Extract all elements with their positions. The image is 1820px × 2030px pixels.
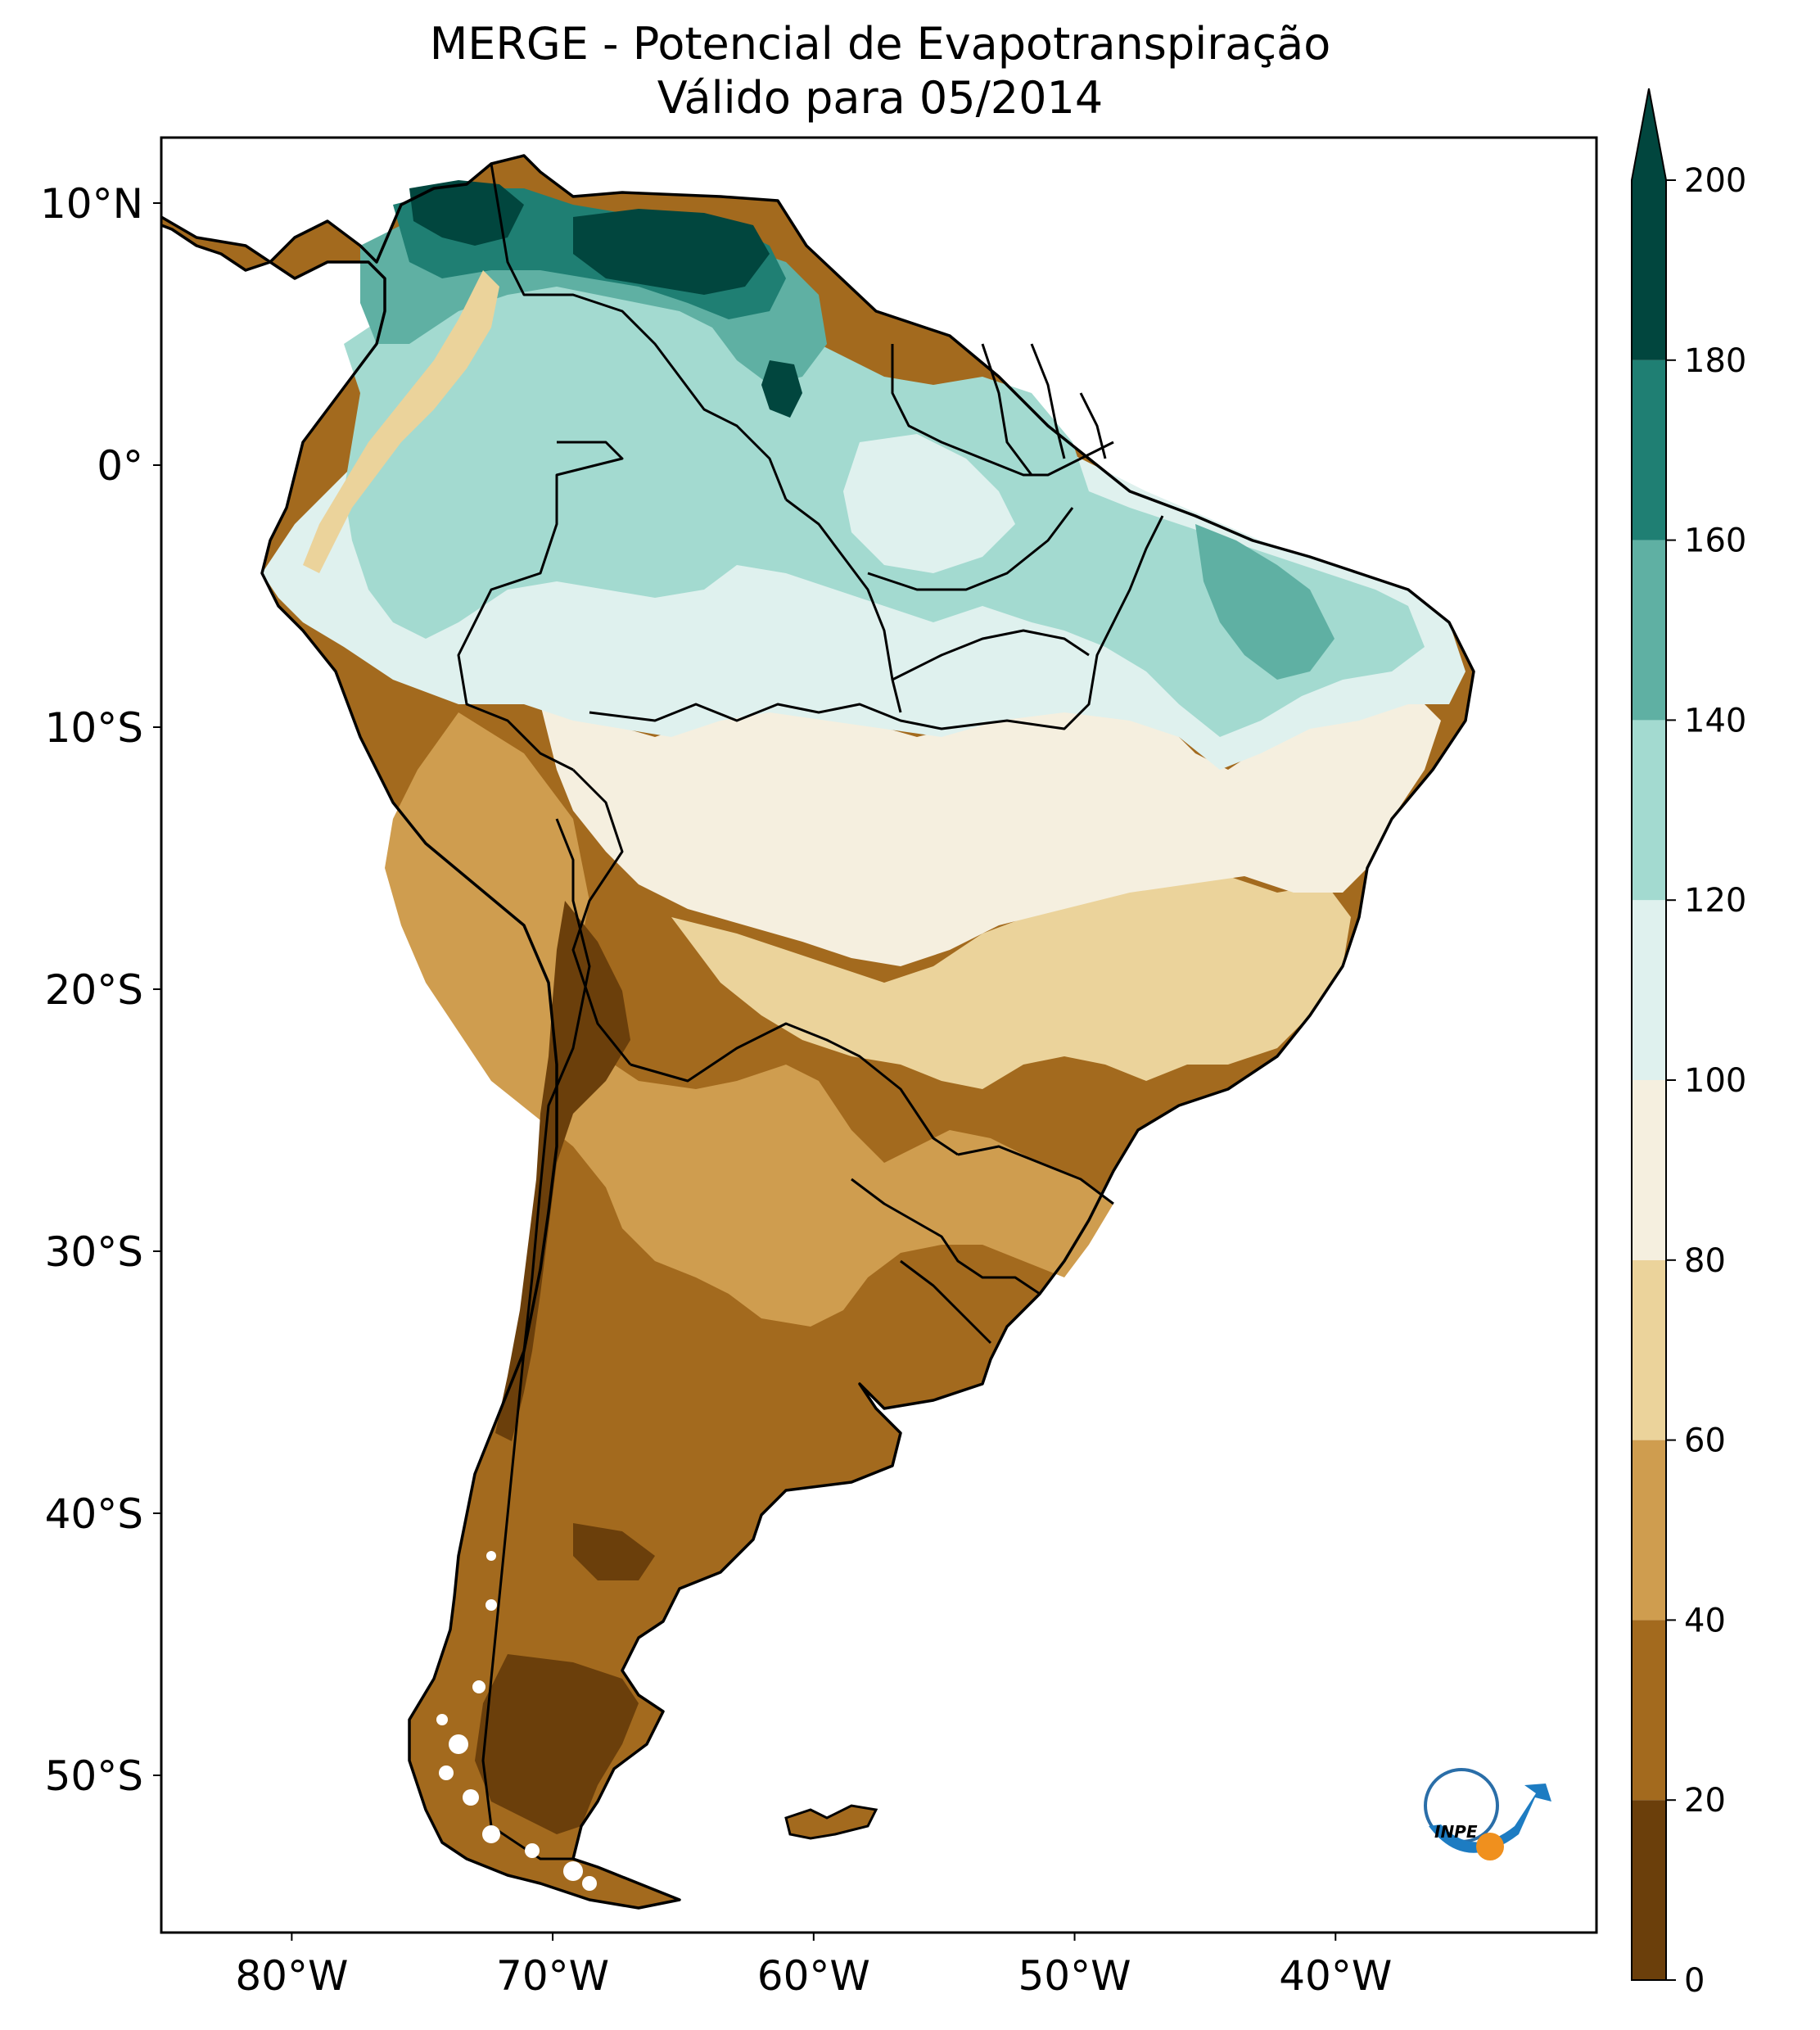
colorbar-tick-label: 20 [1684, 1782, 1726, 1820]
country-borders [457, 163, 1164, 1860]
inpe-logo: INPE [1424, 1768, 1551, 1860]
map-content [161, 154, 1475, 1910]
colorbar-segment [1632, 900, 1666, 1080]
latitude-labels: 10°N 0° 10°S 20°S 30°S 40°S 50°S [40, 180, 161, 1800]
colorbar-segment [1632, 720, 1666, 901]
inpe-logo-text: INPE [1434, 1822, 1478, 1842]
lat-tick-label: 20°S [45, 966, 143, 1014]
colorbar-segment [1632, 1080, 1666, 1260]
colorbar-tick-label: 100 [1684, 1062, 1746, 1100]
contour-band-60-80 [671, 876, 1351, 1089]
colorbar-tick-label: 200 [1684, 162, 1746, 200]
colorbar-tick-label: 120 [1684, 882, 1746, 920]
lon-tick-label: 70°W [496, 1952, 609, 2000]
colorbar-segment [1632, 359, 1666, 540]
lon-tick-label: 60°W [757, 1952, 870, 2000]
map-subtitle: Válido para 05/2014 [657, 72, 1104, 124]
map-frame [160, 136, 1598, 1934]
colorbar-segment [1632, 540, 1666, 721]
lon-tick-label: 80°W [235, 1952, 348, 2000]
andes-dry-streak [303, 270, 499, 573]
coastline [161, 154, 1475, 1910]
colorbar-tick-label: 160 [1684, 522, 1746, 560]
falkland-islands [784, 1804, 878, 1840]
colorbar-tick-label: 0 [1684, 1962, 1705, 2000]
patagonia-dark [475, 1654, 639, 1834]
lat-tick-label: 50°S [45, 1752, 143, 1800]
colorbar-tick-label: 140 [1684, 702, 1746, 739]
no-data-patches [436, 1551, 597, 1891]
colorbar-segment [1632, 1800, 1666, 1980]
lon-tick-label: 50°W [1018, 1952, 1131, 2000]
colorbar-tick-label: 40 [1684, 1602, 1726, 1639]
contour-band-40-60 [385, 712, 1113, 1327]
lat-tick-label: 30°S [45, 1228, 143, 1276]
lat-tick-label: 0° [97, 442, 143, 490]
lon-tick-label: 40°W [1279, 1952, 1392, 2000]
colorbar-tick-label: 80 [1684, 1242, 1726, 1280]
map-title: MERGE - Potencial de Evapotranspiração [429, 18, 1331, 70]
colorbar-tick-label: 60 [1684, 1422, 1726, 1460]
colorbar-extend-arrow [1632, 88, 1666, 180]
colorbar-tick-label: 180 [1684, 342, 1746, 380]
colorbar-segment [1632, 1259, 1666, 1440]
colorbar-segment [1632, 180, 1666, 360]
lat-tick-label: 40°S [45, 1490, 143, 1538]
contour-band-140-160-east [1195, 524, 1335, 680]
contour-band-inner-100-120 [843, 434, 1015, 573]
colorbar: 0 20 40 60 80 100 120 140 160 180 200 [1631, 88, 1746, 2000]
colorbar-outline [1631, 88, 1667, 1981]
contour-band-180-200 [409, 180, 524, 246]
contour-band-180-200-c [761, 360, 802, 418]
contour-band-180-200-b [573, 209, 770, 295]
lat-tick-label: 10°S [45, 704, 143, 752]
longitude-labels: 80°W 70°W 60°W 50°W 40°W [235, 1933, 1392, 2000]
colorbar-segment [1632, 1620, 1666, 1801]
colorbar-segment [1632, 1440, 1666, 1621]
patagonia-dark-2 [573, 1523, 655, 1580]
lat-tick-label: 10°N [40, 180, 143, 228]
